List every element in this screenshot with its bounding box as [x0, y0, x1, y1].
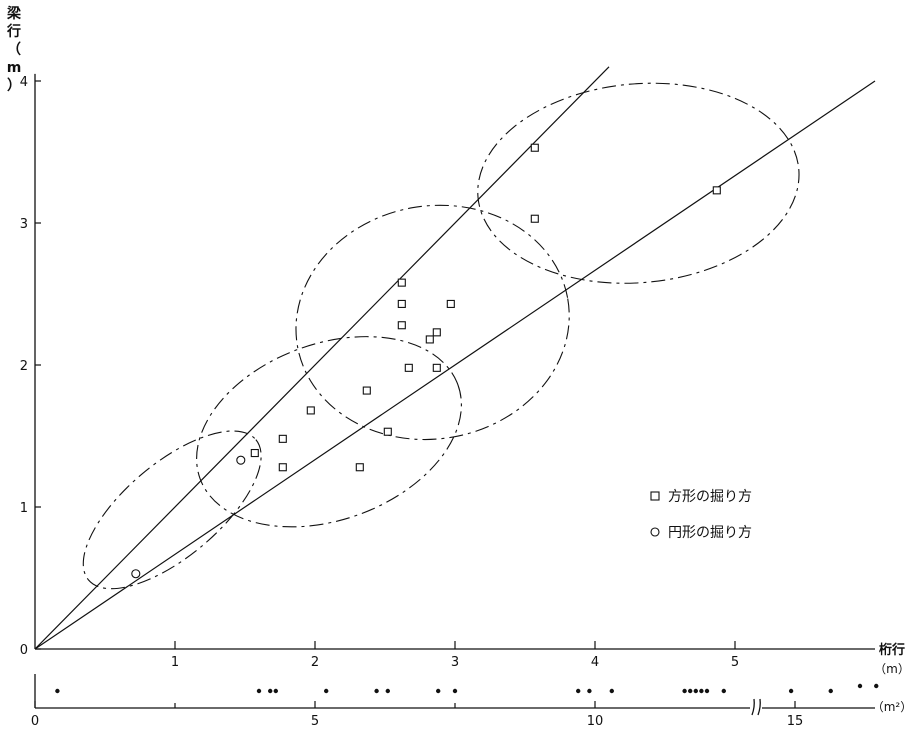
point-square [446, 299, 455, 308]
strip-dot [324, 688, 329, 694]
point-circle [131, 569, 141, 579]
y-axis-label-char: ） [7, 78, 21, 94]
point-square [530, 143, 539, 152]
strip-dot [452, 688, 458, 694]
y-axis-label-char: 梁 [6, 5, 22, 22]
point-square [404, 363, 413, 372]
x-axis-unit: （m） [874, 662, 910, 676]
group-ellipse [196, 336, 462, 528]
point-square [425, 335, 434, 344]
strip-dot [828, 688, 833, 694]
strip-dot [273, 688, 278, 694]
y-tick-label: 3 [20, 217, 28, 232]
point-square [278, 434, 287, 443]
point-square [250, 448, 259, 458]
legend-marker-square [650, 491, 660, 501]
strip-dot [374, 688, 379, 694]
point-square [397, 321, 406, 330]
axis-break-mark [757, 698, 761, 716]
strip-dot [385, 688, 390, 694]
y-tick-label: 1 [20, 501, 28, 516]
strip-dot [587, 688, 592, 694]
guide-line [34, 80, 876, 650]
point-square [530, 214, 539, 223]
x-tick-label: 4 [591, 655, 599, 670]
point-circle [236, 455, 246, 465]
strip-dot [704, 688, 710, 694]
x-tick-label: 5 [731, 655, 739, 670]
y-axis-label-char: m [7, 60, 22, 76]
y-tick-label: 0 [20, 643, 28, 658]
point-square [355, 463, 364, 472]
strip-dot [688, 688, 693, 694]
legend-marker-circle [650, 527, 660, 537]
guide-line [34, 66, 610, 650]
x-tick-label: 3 [451, 655, 459, 670]
group-ellipse [82, 430, 262, 590]
point-square [712, 186, 721, 195]
strip-tick-label: 5 [311, 714, 319, 729]
point-square [397, 299, 406, 308]
group-ellipse [477, 82, 800, 284]
strip-dot [576, 688, 581, 694]
strip-dot [693, 688, 698, 694]
x-tick-label: 2 [311, 655, 319, 670]
strip-tick-label: 15 [787, 714, 804, 729]
y-axis-label-char: （ [7, 42, 21, 58]
point-square [432, 363, 441, 372]
strip-dot [874, 683, 879, 689]
strip-dot [268, 688, 273, 694]
group-ellipse [295, 204, 570, 441]
strip-dot [55, 688, 60, 694]
x-tick-label: 1 [171, 655, 179, 670]
strip-dot [682, 688, 687, 694]
point-square [397, 278, 406, 287]
legend-label: 円形の掘り方 [668, 525, 752, 541]
strip-dot [699, 688, 704, 694]
axis-break-mark [751, 698, 755, 716]
strip-dot [857, 683, 863, 689]
y-axis-label-char: 行 [6, 23, 21, 40]
point-square [306, 406, 315, 415]
strip-dot [256, 688, 262, 694]
point-square [278, 463, 287, 472]
point-square [383, 427, 392, 436]
point-square [362, 386, 371, 395]
strip-tick-label: 0 [31, 714, 39, 729]
strip-dot [788, 688, 794, 694]
strip-dot [436, 688, 441, 694]
x-axis-label: 桁行 [879, 642, 905, 658]
strip-dot [721, 688, 726, 694]
y-tick-label: 4 [20, 75, 28, 90]
y-tick-label: 2 [20, 359, 28, 374]
strip-dot [609, 688, 614, 694]
point-square [432, 328, 441, 337]
strip-unit-label: （m²） [872, 700, 913, 714]
legend-label: 方形の掘り方 [668, 489, 752, 505]
strip-tick-label: 10 [587, 714, 604, 729]
